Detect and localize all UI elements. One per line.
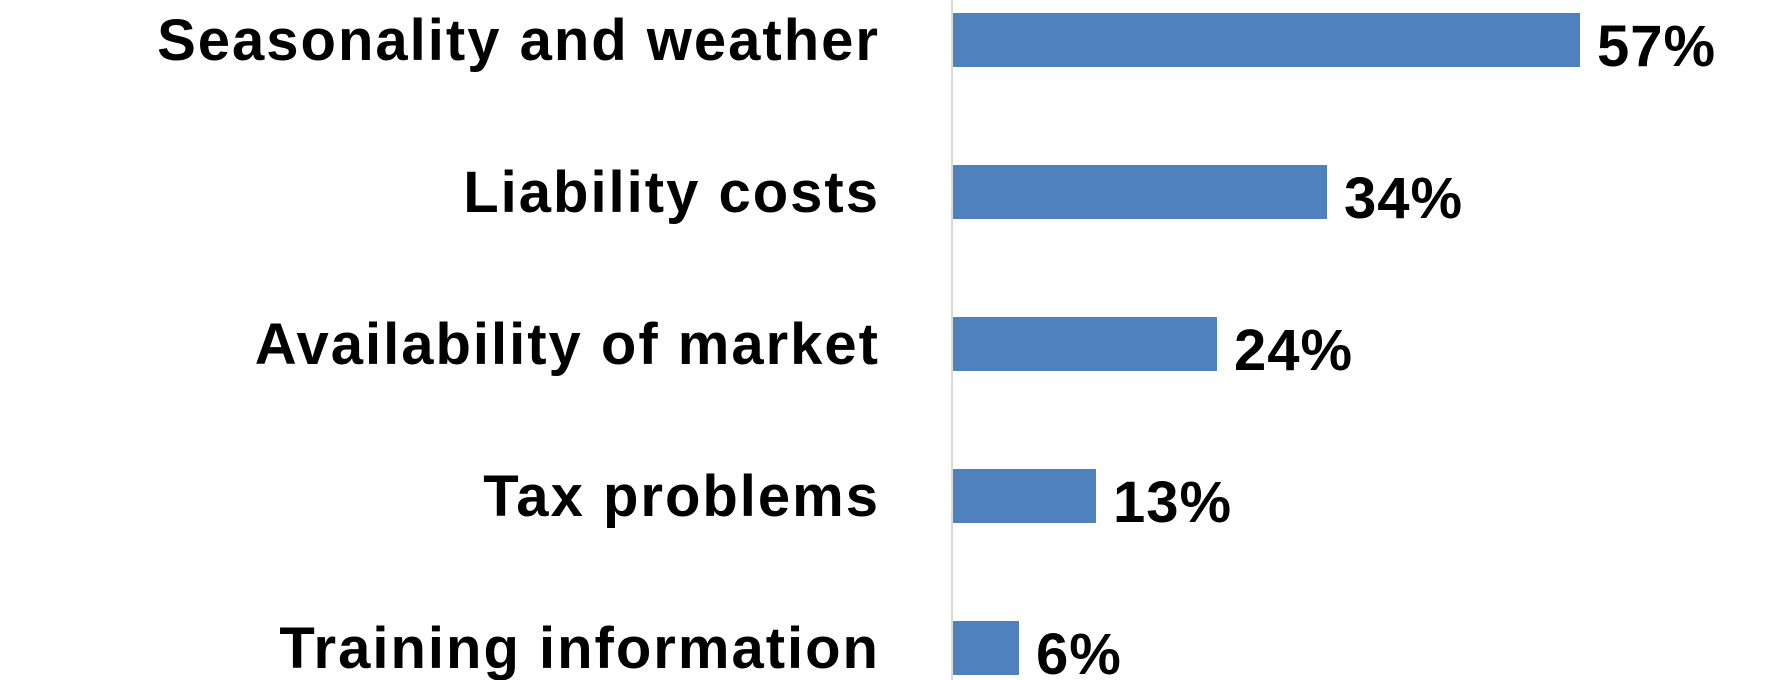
bar-1 [953, 165, 1327, 219]
category-labels: Seasonality and weather Liability costs Av… [157, 8, 880, 680]
bar-3 [953, 469, 1096, 523]
value-label-4: 6% [1036, 622, 1122, 680]
category-label-2: Availability of market [255, 312, 880, 377]
value-labels: 57% 34% 24% 13% 6% [1036, 14, 1716, 680]
value-label-0: 57% [1597, 14, 1716, 79]
category-label-3: Tax problems [483, 464, 880, 529]
value-label-1: 34% [1344, 166, 1463, 231]
value-label-2: 24% [1234, 318, 1353, 383]
bar-4 [953, 621, 1019, 675]
bar-0 [953, 13, 1580, 67]
value-label-3: 13% [1113, 470, 1232, 535]
category-label-1: Liability costs [463, 160, 880, 225]
bars-group [953, 13, 1580, 675]
bar-2 [953, 317, 1217, 371]
category-label-4: Training information [279, 616, 880, 680]
category-label-0: Seasonality and weather [157, 8, 880, 73]
